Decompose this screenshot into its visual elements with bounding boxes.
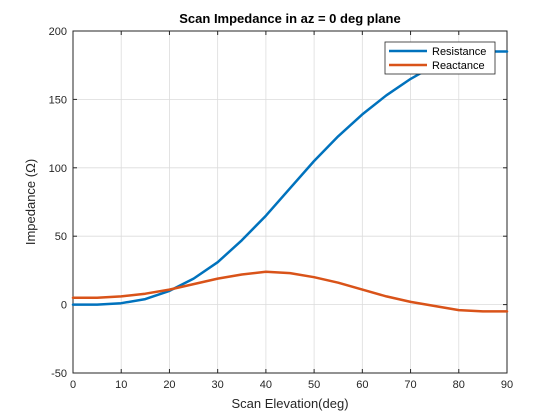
x-axis-label: Scan Elevation(deg) (231, 396, 348, 411)
y-tick-label: 100 (49, 163, 67, 175)
chart-title: Scan Impedance in az = 0 deg plane (179, 11, 400, 26)
y-tick-label: 0 (61, 300, 67, 312)
y-axis-label: Impedance (Ω) (23, 159, 38, 245)
y-tick-label: 50 (55, 231, 67, 243)
x-tick-label: 80 (453, 379, 465, 391)
y-tick-label: -50 (51, 368, 67, 380)
legend-label-resistance: Resistance (432, 46, 486, 58)
series-line-reactance (71, 270, 509, 313)
legend-box (384, 41, 496, 75)
y-tick-label: 150 (49, 94, 67, 106)
legend: Resistance Reactance (384, 41, 496, 75)
x-tick-label: 40 (260, 379, 272, 391)
x-tick-label: 30 (212, 379, 224, 391)
x-tick-label: 90 (501, 379, 513, 391)
x-tick-label: 0 (70, 379, 76, 391)
x-tick-label: 50 (308, 379, 320, 391)
legend-label-reactance: Reactance (432, 60, 485, 72)
x-tick-label: 60 (356, 379, 368, 391)
x-tick-label: 10 (115, 379, 127, 391)
y-tick-label: 200 (49, 26, 67, 38)
x-tick-label: 20 (163, 379, 175, 391)
plot-frame (72, 30, 508, 374)
x-tick-label: 70 (404, 379, 416, 391)
